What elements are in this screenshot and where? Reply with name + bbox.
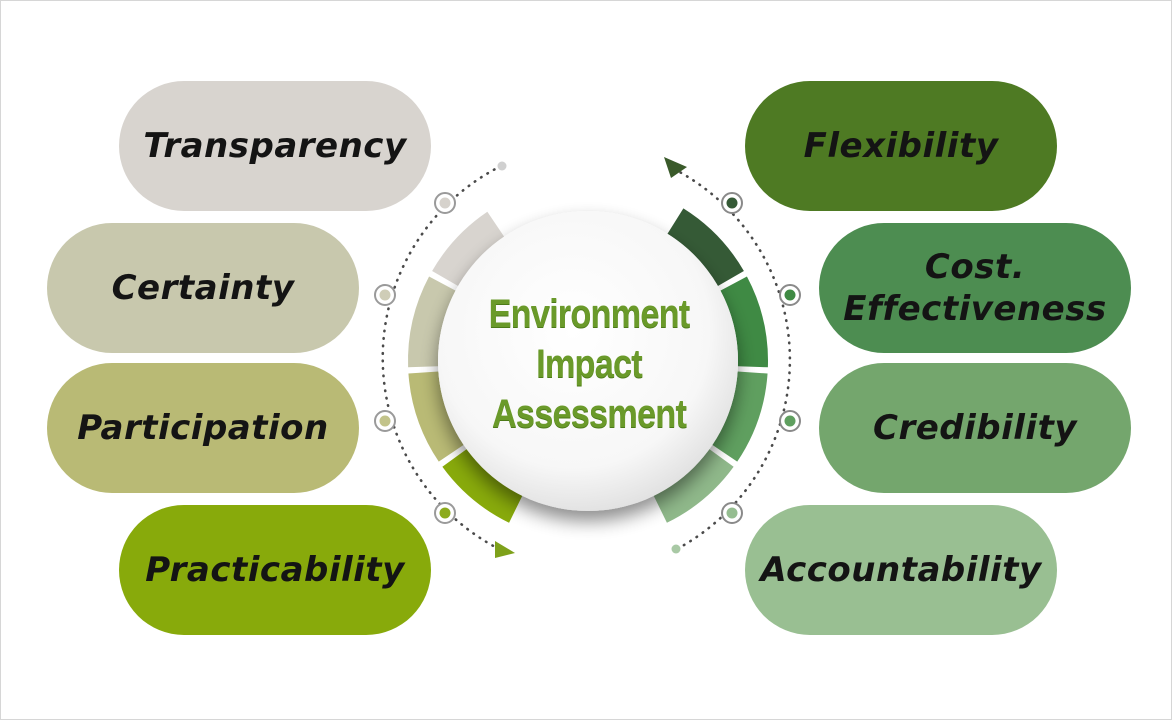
- pill-practicability: Practicability: [119, 505, 431, 635]
- left-ring-segment: [432, 211, 505, 286]
- center-title-line-3: Assessment: [491, 392, 687, 436]
- right-dotted-arc: [672, 167, 792, 551]
- right-ring-segment: [720, 276, 768, 368]
- pill-label-certainty: Certainty: [111, 268, 295, 308]
- pill-label-practicability: Practicability: [145, 550, 405, 590]
- left-marker-1: [434, 192, 456, 214]
- center-title-line-2: Impact: [536, 342, 643, 386]
- left-arc-end-dot: [497, 161, 507, 171]
- pill-participation: Participation: [47, 363, 359, 493]
- left-ring-segments: [407, 211, 523, 523]
- right-arc-arrow-icon: [664, 157, 687, 178]
- pill-label-credibility: Credibility: [873, 408, 1077, 448]
- pill-label-transparency: Transparency: [143, 126, 407, 166]
- pill-certainty: Certainty: [47, 223, 359, 353]
- right-ring-segments: [653, 208, 768, 523]
- left-marker-3: [374, 410, 396, 432]
- pill-flexibility: Flexibility: [745, 81, 1057, 211]
- left-marker-2: [374, 284, 396, 306]
- right-arc-end-dot: [671, 544, 681, 554]
- pill-label-flexibility: Flexibility: [803, 126, 999, 166]
- pill-cost-effectiveness: Cost. Effectiveness: [819, 223, 1131, 353]
- center-title-line-1: Environment: [488, 292, 691, 336]
- center-circle: [438, 211, 738, 511]
- right-marker-2: [779, 284, 801, 306]
- left-ring-segment: [407, 276, 456, 368]
- pill-transparency: Transparency: [119, 81, 431, 211]
- pill-label-accountability: Accountability: [760, 550, 1042, 590]
- right-marker-3: [779, 410, 801, 432]
- pill-label-participation: Participation: [77, 408, 329, 448]
- right-ring-segment: [712, 371, 768, 462]
- center-title: Environment Impact Assessment: [469, 279, 710, 449]
- left-ring-segment: [442, 449, 523, 523]
- pill-accountability: Accountability: [745, 505, 1057, 635]
- pill-credibility: Credibility: [819, 363, 1131, 493]
- left-marker-4: [434, 502, 456, 524]
- right-marker-1: [721, 192, 743, 214]
- left-ring-segment: [408, 371, 464, 462]
- left-arc-arrow-icon: [495, 541, 515, 558]
- right-ring-segment: [667, 208, 744, 286]
- pill-label-cost-effectiveness: Cost. Effectiveness: [843, 247, 1107, 329]
- right-ring-segment: [653, 449, 734, 523]
- right-marker-4: [721, 502, 743, 524]
